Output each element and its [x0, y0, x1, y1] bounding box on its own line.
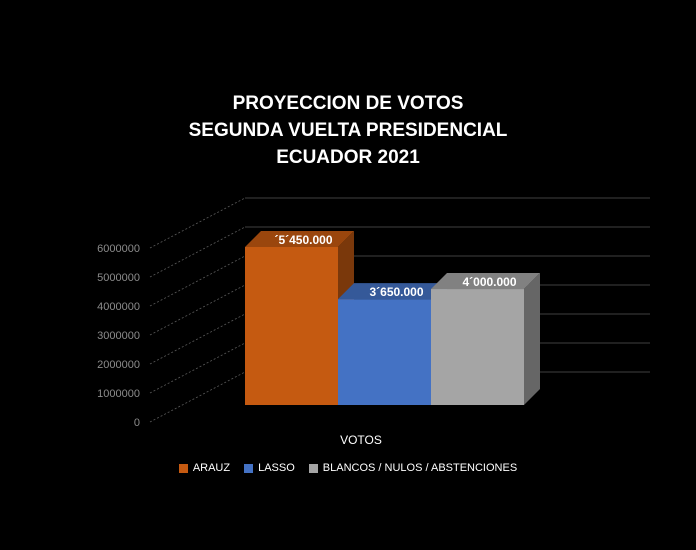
- legend-swatch-blancos: [308, 463, 318, 473]
- grid-diagonal-0: [149, 371, 246, 423]
- grid-diagonal-6: [149, 197, 246, 249]
- y-tick-label-0: 0: [134, 417, 140, 429]
- grid-diagonal-4: [149, 255, 246, 307]
- y-tick-label-6: 6000000: [97, 243, 140, 255]
- y-tick-label-4: 4000000: [97, 301, 140, 313]
- bar-top-blancos: [431, 273, 540, 290]
- y-tick-label-1: 1000000: [97, 388, 140, 400]
- y-tick-label-5: 5000000: [97, 272, 140, 284]
- bar-arauz: [245, 247, 338, 405]
- legend-item-arauz: ARAUZ: [178, 462, 231, 474]
- data-label-lasso: 3´650.000: [369, 285, 423, 299]
- grid-diagonal-2: [149, 313, 246, 365]
- legend-item-lasso: LASSO: [244, 462, 295, 474]
- legend-label-arauz: ARAUZ: [192, 462, 231, 474]
- legend-label-blancos: BLANCOS / NULOS / ABSTENCIONES: [322, 462, 518, 474]
- chart-title-line-1: PROYECCION DE VOTOS: [232, 93, 464, 114]
- legend-swatch-lasso: [244, 463, 254, 473]
- bar-top-arauz: [245, 231, 354, 247]
- legend: ARAUZ LASSO BLANCOS / NULOS / ABSTENCION…: [0, 462, 696, 474]
- legend-item-blancos: BLANCOS / NULOS / ABSTENCIONES: [308, 462, 518, 474]
- grid-diagonal-1: [149, 342, 246, 394]
- bar-blancos: [431, 289, 524, 405]
- grid-diagonal-3: [149, 284, 246, 336]
- bar-side-blancos: [524, 273, 540, 405]
- data-label-arauz: ´5´450.000: [274, 233, 332, 247]
- bar-lasso: [338, 299, 431, 405]
- grid-diagonal-5: [149, 226, 246, 278]
- data-label-blancos: 4´000.000: [462, 275, 516, 289]
- bar-top-lasso: [338, 283, 447, 300]
- y-tick-label-3: 3000000: [97, 330, 140, 342]
- x-axis-label: VOTOS: [340, 433, 382, 447]
- legend-label-lasso: LASSO: [258, 462, 295, 474]
- chart-title-line-3: ECUADOR 2021: [276, 147, 420, 168]
- y-tick-label-2: 2000000: [97, 359, 140, 371]
- chart-title-line-2: SEGUNDA VUELTA PRESIDENCIAL: [188, 120, 508, 141]
- legend-swatch-arauz: [178, 463, 188, 473]
